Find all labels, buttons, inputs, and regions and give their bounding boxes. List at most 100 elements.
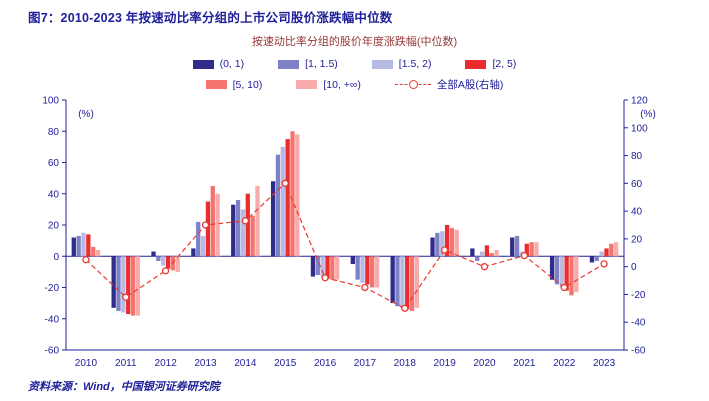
page-title: 图7：2010-2023 年按速动比率分组的上市公司股价涨跌幅中位数 [28,11,393,25]
bar-2012-series0 [151,251,156,257]
bar-2022-series3 [564,256,569,291]
bar-2011-series5 [135,256,141,316]
x-axis-label-2013: 2013 [194,358,217,369]
line-marker-2021 [520,251,529,260]
bar-2018-series0 [390,256,395,304]
line-marker-2011 [122,293,130,301]
right-tick-label: 60 [631,179,643,190]
circle-marker-icon [408,80,418,89]
line-marker-2015 [281,179,289,187]
left-tick-label: -20 [45,283,60,294]
legend-label: [1.5, 2) [398,58,432,70]
legend-label: 全部A股(右轴) [436,79,504,91]
legend-item: [1.5, 2) [371,58,432,70]
legend-label: [10, +∞) [323,78,361,91]
chart-legend: (0, 1) [1, 1.5) [1.5, 2) [2, 5) [5, 10) [10, … [0,58,709,92]
legend-label: [1, 1.5) [305,58,338,70]
bar-2017-series1 [355,256,360,280]
bar-2019-series1 [435,232,440,257]
legend-swatch [296,80,318,89]
right-tick-label: 20 [631,234,643,245]
x-axis-label-2010: 2010 [75,358,98,369]
bar-2016-series0 [310,256,316,277]
bar-2016-series4 [330,256,335,280]
bar-2013-series3 [205,201,211,257]
bar-2013-series0 [191,248,196,257]
bar-2020-series4 [489,253,494,257]
bar-2023-series2 [599,251,604,257]
bar-2010-series3 [86,234,91,257]
legend-swatch [465,59,487,69]
right-tick-label: -40 [631,318,646,329]
line-marker-2022 [560,283,568,292]
legend-item: [1, 1.5) [278,58,338,70]
bar-2022-series5 [574,256,579,293]
left-tick-label: 80 [48,127,60,138]
bar-2019-series0 [430,237,435,257]
legend-item: [2, 5) [465,58,516,70]
legend-swatch [278,59,300,69]
bar-2014-series0 [231,204,236,257]
bar-2014-series2 [240,209,246,257]
bar-2022-series1 [554,256,560,285]
bar-2018-series3 [405,256,410,310]
left-tick-label: -60 [45,346,60,357]
chart-subtitle: 按速动比率分组的股价年度涨跌幅(中位数) [251,36,458,48]
bar-2017-series2 [360,256,365,283]
line-all-a-shares [85,182,605,310]
left-tick-label: 0 [53,252,59,263]
x-axis-label-2016: 2016 [314,358,337,369]
line-marker-2018 [401,304,409,312]
right-tick-label: 0 [631,262,637,273]
bar-2019-series4 [449,228,455,257]
bar-2021-series0 [510,237,515,257]
legend-label: [2, 5) [492,58,517,70]
bar-2016-series2 [320,256,325,277]
legend-item: (0, 1) [192,58,244,70]
right-tick-label: 100 [631,123,648,134]
bar-2010-series4 [91,246,96,257]
bar-2011-series0 [111,256,116,308]
x-axis-label-2021: 2021 [513,358,536,369]
bar-2012-series3 [165,256,171,269]
bar-2012-series2 [161,256,166,266]
source-note: 资料来源：Wind，中国银河证券研究院 [28,381,220,393]
x-axis-label-2022: 2022 [553,358,576,369]
bar-2020-series2 [479,251,485,257]
bar-2019-series2 [440,231,445,257]
bar-2022-series4 [569,256,574,296]
bar-2023-series0 [589,256,595,263]
line-marker-2020 [480,263,489,271]
line-marker-2014 [241,217,250,225]
left-tick-label: 100 [42,96,59,107]
line-marker-2016 [321,274,329,282]
bar-2023-series1 [594,256,599,261]
bar-2013-series4 [210,185,215,257]
bar-2020-series1 [475,256,480,261]
bar-2017-series0 [350,256,355,265]
bar-2018-series4 [409,256,415,311]
bar-2017-series3 [365,256,370,285]
bar-2016-series3 [325,256,330,279]
bar-2022-series2 [559,256,564,288]
right-tick-label: 80 [631,151,643,162]
chart-canvas: 100 80 60 40 20 0 -20 -40 -60 120 100 80 60 40 20 0 -20 -… [42,96,656,370]
right-axis-unit-label: (%) [640,109,656,120]
x-axis-label-2017: 2017 [354,358,377,369]
x-axis-label-2020: 2020 [473,358,496,369]
bar-2010-series5 [95,250,101,257]
legend-swatch [205,80,227,89]
bar-2015-series3 [285,139,290,257]
legend-label: [5, 10) [232,78,263,91]
bar-2013-series5 [215,193,220,257]
bar-2011-series1 [116,256,121,311]
bar-2016-series5 [335,256,340,280]
bar-2019-series5 [454,229,459,257]
bar-2017-series5 [374,256,380,288]
bar-2015-series4 [290,131,295,257]
bar-2014-series1 [235,200,241,257]
bar-2020-series0 [470,248,475,257]
bar-2018-series5 [414,256,420,308]
bar-2011-series2 [121,256,126,313]
bar-2015-series5 [295,134,300,257]
